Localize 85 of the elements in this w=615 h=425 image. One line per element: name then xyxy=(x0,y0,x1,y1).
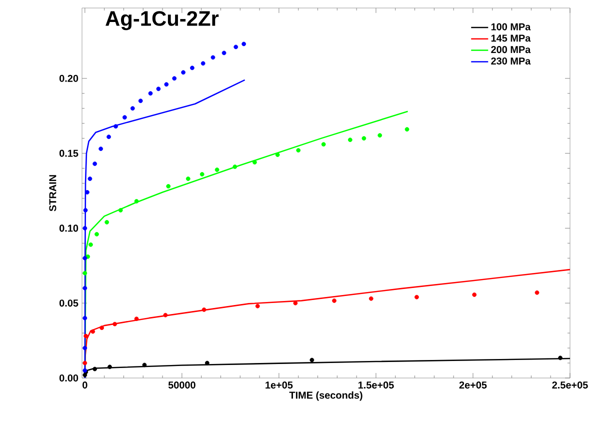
point xyxy=(414,294,419,300)
x-tick-label: 0 xyxy=(82,382,88,389)
point xyxy=(190,66,194,70)
line-series xyxy=(84,358,570,378)
point xyxy=(83,208,88,212)
point xyxy=(88,176,92,181)
point xyxy=(104,220,110,224)
point xyxy=(164,82,169,87)
legend-label: 230 MPa xyxy=(491,58,531,65)
point xyxy=(172,76,177,81)
point xyxy=(92,366,97,372)
point xyxy=(348,138,352,142)
point xyxy=(138,98,143,104)
point xyxy=(90,329,96,334)
point xyxy=(130,106,135,111)
y-tick-label: 0.10 xyxy=(59,224,78,232)
point xyxy=(232,164,238,169)
point xyxy=(204,360,210,366)
x-tick-label: 50000 xyxy=(168,382,196,389)
point xyxy=(142,362,147,368)
point xyxy=(534,290,540,295)
point xyxy=(558,356,562,360)
x-tick-label: 1.5e+05 xyxy=(358,382,394,389)
point xyxy=(181,70,186,75)
point xyxy=(200,172,204,176)
point xyxy=(148,91,153,96)
y-tick-label: 0.00 xyxy=(59,374,78,382)
point xyxy=(82,346,88,350)
point xyxy=(275,152,280,157)
point xyxy=(106,134,111,140)
point xyxy=(82,316,88,320)
point xyxy=(234,44,238,50)
point xyxy=(404,127,410,132)
point xyxy=(98,146,104,151)
line-series xyxy=(84,79,246,378)
point xyxy=(166,184,171,188)
x-tick-label: 2e+05 xyxy=(459,382,487,389)
point xyxy=(252,160,257,164)
y-tick-label: 0.20 xyxy=(59,74,78,82)
point xyxy=(296,148,301,152)
y-tick-label: 0.15 xyxy=(59,150,78,157)
point xyxy=(242,42,246,46)
point xyxy=(321,142,326,147)
point xyxy=(92,162,97,166)
point xyxy=(122,115,127,120)
y-tick-label: 0.05 xyxy=(59,300,78,307)
point xyxy=(112,322,117,326)
point xyxy=(82,286,88,290)
point xyxy=(82,256,88,260)
point xyxy=(210,55,216,60)
x-tick-label: 2.5e+05 xyxy=(552,382,588,389)
point xyxy=(368,296,374,301)
point xyxy=(156,86,161,92)
point xyxy=(202,308,206,312)
point xyxy=(222,50,226,56)
y-axis-title: STRAIN xyxy=(49,175,56,212)
point xyxy=(163,312,168,318)
point xyxy=(332,298,336,303)
point xyxy=(84,334,88,338)
point xyxy=(82,360,88,366)
x-axis-title: TIME (seconds) xyxy=(289,391,362,401)
legend-label: 145 MPa xyxy=(491,34,531,42)
point xyxy=(255,304,260,308)
point xyxy=(186,176,190,181)
point xyxy=(362,136,366,141)
point xyxy=(472,292,477,297)
x-tick-label: 1e+05 xyxy=(266,382,293,389)
point xyxy=(94,232,99,236)
point xyxy=(378,133,382,138)
point xyxy=(310,358,314,362)
point xyxy=(82,226,88,230)
legend-label: 200 MPa xyxy=(491,46,531,54)
point xyxy=(134,199,139,204)
point xyxy=(214,168,220,172)
point xyxy=(114,124,118,129)
legend-label: 100 MPa xyxy=(491,23,531,30)
point xyxy=(134,316,139,322)
point xyxy=(88,242,93,247)
point xyxy=(200,61,206,66)
point xyxy=(82,270,88,276)
point xyxy=(118,208,123,212)
point xyxy=(86,254,90,259)
point xyxy=(100,326,104,330)
chart-title: Ag-1Cu-2Zr xyxy=(106,11,219,30)
point xyxy=(108,364,112,370)
